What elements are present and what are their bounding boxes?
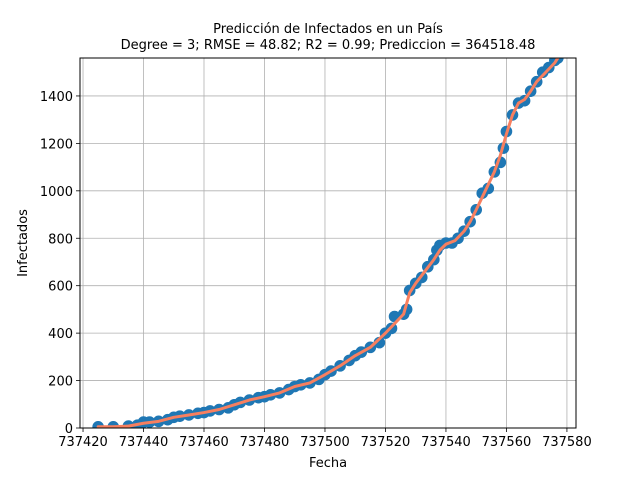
x-tick-label: 737460: [179, 435, 229, 450]
y-tick-label: 1200: [40, 137, 73, 152]
x-tick-label: 737540: [421, 435, 471, 450]
y-tick-label: 1000: [40, 185, 73, 200]
axes-frame: [79, 57, 577, 429]
x-tick-label: 737560: [482, 435, 532, 450]
y-tick-label: 600: [48, 280, 73, 295]
plot-area: [92, 58, 564, 428]
y-tick-label: 0: [65, 422, 73, 437]
x-tick-label: 737480: [240, 435, 290, 450]
x-tick-label: 737580: [542, 435, 592, 450]
x-tick-label: 737520: [361, 435, 411, 450]
ticks: 737420 737440 737460 737480 737500 737520 7375…: [40, 90, 592, 450]
y-axis-label: Infectados: [16, 209, 31, 277]
x-tick-label: 737420: [58, 435, 108, 450]
y-tick-label: 800: [48, 232, 73, 247]
chart-title: Predicción de Infectados en un País: [213, 22, 443, 37]
x-tick-label: 737500: [300, 435, 350, 450]
y-tick-label: 1400: [40, 90, 73, 105]
chart-subtitle: Degree = 3; RMSE = 48.82; R2 = 0.99; Pre…: [121, 38, 536, 53]
x-tick-label: 737440: [119, 435, 169, 450]
y-tick-label: 200: [48, 375, 73, 390]
y-tick-label: 400: [48, 327, 73, 342]
x-axis-label: Fecha: [309, 456, 347, 471]
fit-line: [96, 58, 560, 428]
